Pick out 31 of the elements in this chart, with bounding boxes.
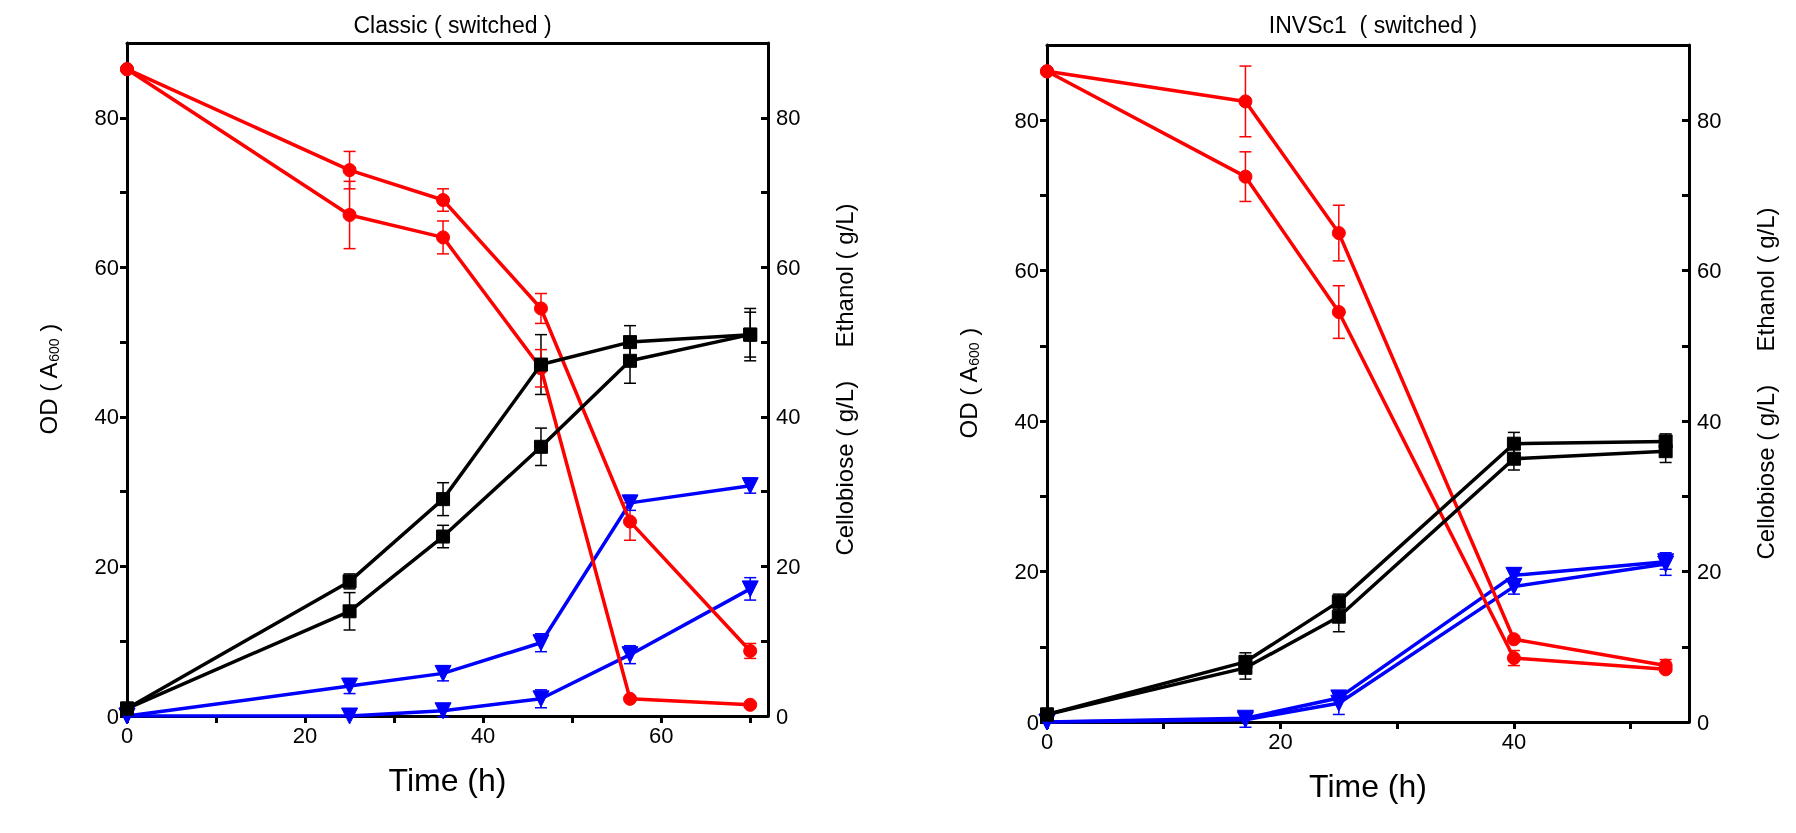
y2-tick-label: 40 [1697, 408, 1722, 434]
y-tick-label: 80 [1014, 107, 1039, 133]
x-axis-title: Time (h) [388, 762, 507, 798]
x-tick-label: 60 [648, 722, 674, 748]
y2-tick-label: 0 [776, 703, 789, 729]
x-tick-label: 40 [470, 722, 496, 748]
x-tick-label: 40 [1501, 728, 1527, 754]
chart-title: Classic ( switched ) [353, 11, 552, 38]
y2-axis-title: Cellobiose ( g/L) Ethanol ( g/L) [830, 203, 858, 556]
y-tick-label: 60 [94, 254, 119, 280]
chart-title: INVSc1 ( switched ) [1268, 11, 1478, 38]
y2-tick-label: 40 [776, 404, 801, 430]
y2-tick-label: 20 [776, 553, 801, 579]
y-tick-label: 0 [106, 703, 119, 729]
y-tick-label: 40 [94, 404, 119, 430]
y-tick-label: 80 [94, 105, 119, 131]
y-tick-label: 20 [1014, 559, 1039, 585]
y-tick-label: 40 [1014, 408, 1039, 434]
y2-tick-label: 60 [1697, 258, 1722, 284]
x-axis-title: Time (h) [1309, 768, 1427, 804]
x-tick-label: 20 [292, 722, 318, 748]
y-axis-title: OD ( A600 ) [34, 323, 62, 435]
x-tick-label: 20 [1268, 728, 1293, 754]
y2-axis-title: Cellobiose ( g/L) Ethanol ( g/L) [1751, 207, 1779, 560]
y2-tick-label: 60 [776, 254, 801, 280]
y2-tick-label: 80 [776, 105, 801, 131]
y2-tick-label: 80 [1697, 107, 1722, 133]
y-tick-label: 20 [94, 553, 119, 579]
y-tick-label: 60 [1014, 258, 1039, 284]
y-axis-title: OD ( A600 ) [954, 327, 982, 439]
y2-tick-label: 20 [1697, 559, 1722, 585]
